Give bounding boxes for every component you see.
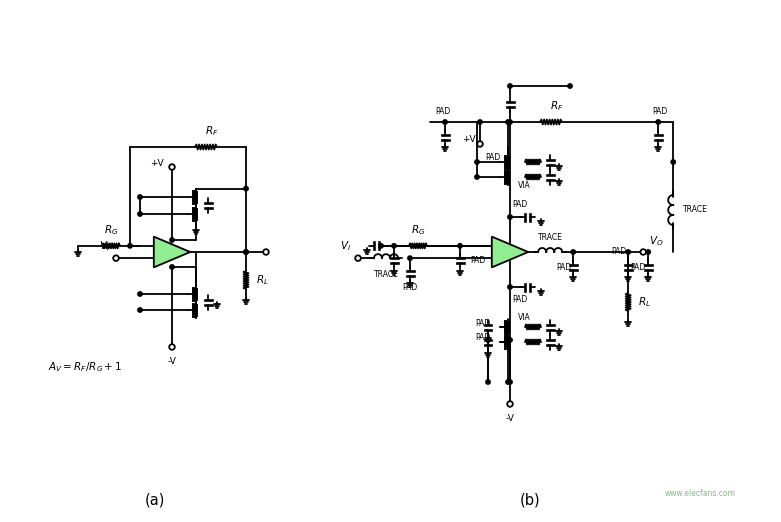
Circle shape: [571, 250, 576, 254]
Text: PAD: PAD: [435, 107, 451, 116]
Text: TRACE: TRACE: [373, 270, 398, 279]
Circle shape: [568, 84, 572, 88]
Circle shape: [355, 255, 361, 261]
Text: $R_L$: $R_L$: [638, 295, 651, 309]
Text: PAD: PAD: [556, 263, 571, 271]
Text: $V_I$: $V_I$: [99, 240, 110, 253]
Circle shape: [508, 285, 512, 289]
Text: $R_G$: $R_G$: [411, 223, 425, 237]
Text: VIA: VIA: [518, 314, 531, 323]
Text: TRACE: TRACE: [683, 206, 708, 215]
Circle shape: [244, 186, 248, 191]
Text: PAD: PAD: [512, 295, 527, 304]
Text: $V_I$: $V_I$: [340, 240, 351, 253]
Circle shape: [458, 244, 462, 248]
Circle shape: [244, 250, 248, 254]
Circle shape: [169, 164, 175, 170]
Text: PAD: PAD: [630, 263, 645, 271]
Circle shape: [392, 244, 396, 248]
Text: $R_G$: $R_G$: [104, 223, 118, 237]
Text: PAD: PAD: [512, 200, 527, 209]
Text: +V: +V: [462, 136, 476, 145]
Circle shape: [263, 249, 269, 255]
Polygon shape: [154, 236, 191, 267]
Circle shape: [475, 175, 480, 179]
Text: PAD: PAD: [485, 153, 501, 162]
Circle shape: [508, 120, 512, 124]
Circle shape: [505, 325, 509, 329]
Circle shape: [671, 160, 676, 164]
Text: VIA: VIA: [518, 182, 531, 191]
Text: PAD: PAD: [475, 334, 490, 342]
Circle shape: [475, 160, 480, 164]
Text: $R_F$: $R_F$: [551, 99, 564, 113]
Text: PAD: PAD: [611, 247, 626, 256]
Circle shape: [379, 244, 383, 248]
Circle shape: [508, 84, 512, 88]
Circle shape: [506, 120, 510, 124]
Circle shape: [137, 212, 142, 216]
Circle shape: [128, 244, 132, 248]
Circle shape: [508, 215, 512, 219]
Circle shape: [169, 344, 175, 350]
Circle shape: [443, 120, 448, 124]
Text: -V: -V: [505, 414, 515, 423]
Text: +V: +V: [151, 159, 164, 168]
Text: $R_F$: $R_F$: [205, 124, 219, 138]
Circle shape: [137, 308, 142, 312]
Text: $R_L$: $R_L$: [256, 273, 269, 287]
Circle shape: [408, 256, 412, 260]
Text: (a): (a): [144, 492, 166, 507]
Circle shape: [169, 265, 174, 269]
Circle shape: [169, 238, 174, 242]
Circle shape: [646, 250, 651, 254]
Circle shape: [137, 292, 142, 296]
Circle shape: [477, 141, 483, 147]
Text: PAD: PAD: [402, 283, 418, 292]
Circle shape: [508, 380, 512, 384]
Circle shape: [113, 255, 119, 261]
Text: PAD: PAD: [470, 256, 485, 265]
Text: PAD: PAD: [653, 107, 668, 116]
Text: $V_O$: $V_O$: [649, 234, 664, 248]
Circle shape: [656, 120, 661, 124]
Circle shape: [626, 250, 630, 254]
Circle shape: [640, 249, 646, 255]
Circle shape: [478, 120, 482, 124]
Circle shape: [244, 250, 248, 254]
Circle shape: [486, 380, 490, 384]
Circle shape: [506, 380, 510, 384]
Text: www.elecfans.com: www.elecfans.com: [665, 490, 736, 499]
Circle shape: [137, 195, 142, 199]
Circle shape: [508, 338, 512, 342]
Circle shape: [505, 340, 509, 344]
Circle shape: [507, 401, 513, 407]
Text: PAD: PAD: [475, 318, 490, 327]
Text: TRACE: TRACE: [538, 233, 562, 242]
Text: (b): (b): [519, 492, 540, 507]
Text: $A_V = R_F/R_G + 1$: $A_V = R_F/R_G + 1$: [48, 360, 123, 374]
Polygon shape: [492, 236, 528, 267]
Text: -V: -V: [168, 357, 177, 366]
